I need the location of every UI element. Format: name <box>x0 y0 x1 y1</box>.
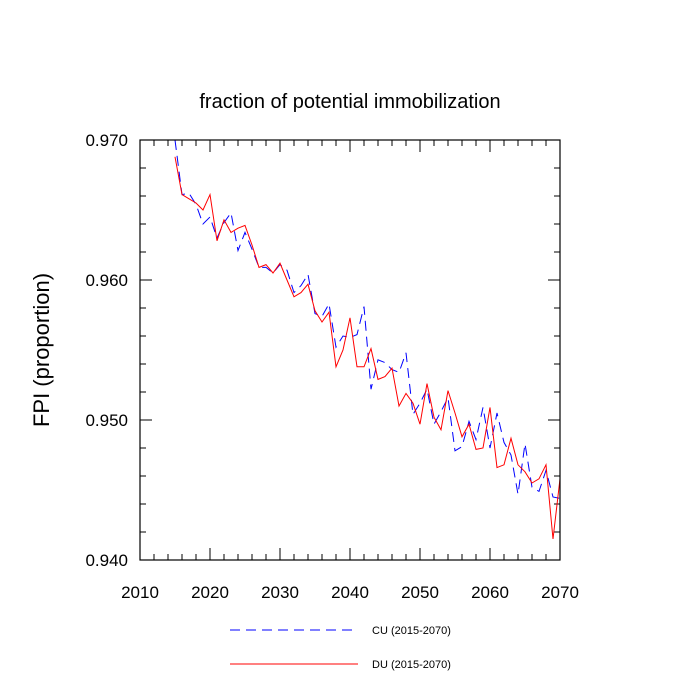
axes: 2010 2020 2030 2040 2050 2060 2070 0.940 0.950 0.… <box>85 131 578 602</box>
legend-label-du: DU (2015-2070) <box>372 659 451 671</box>
x-tick-label: 2040 <box>331 583 369 602</box>
x-tick-label: 2060 <box>471 583 509 602</box>
y-tick-label: 0.950 <box>85 411 128 430</box>
series-line-cu <box>174 139 561 499</box>
y-tick-label: 0.940 <box>85 551 128 570</box>
x-tick-label: 2030 <box>261 583 299 602</box>
y-tick-label: 0.970 <box>85 131 128 150</box>
series-group <box>174 139 561 540</box>
x-tick-label: 2010 <box>121 583 159 602</box>
x-tick-label: 2070 <box>541 583 579 602</box>
x-tick-label: 2050 <box>401 583 439 602</box>
y-tick-label: 0.960 <box>85 271 128 290</box>
plot-frame <box>139 139 561 561</box>
legend-label-cu: CU (2015-2070) <box>372 625 451 637</box>
chart-title: fraction of potential immobilization <box>199 91 500 113</box>
series-line-du <box>174 156 561 540</box>
x-tick-label: 2020 <box>191 583 229 602</box>
y-axis-label: FPI (proportion) <box>29 273 54 427</box>
legend: CU (2015-2070) DU (2015-2070) <box>230 625 451 671</box>
